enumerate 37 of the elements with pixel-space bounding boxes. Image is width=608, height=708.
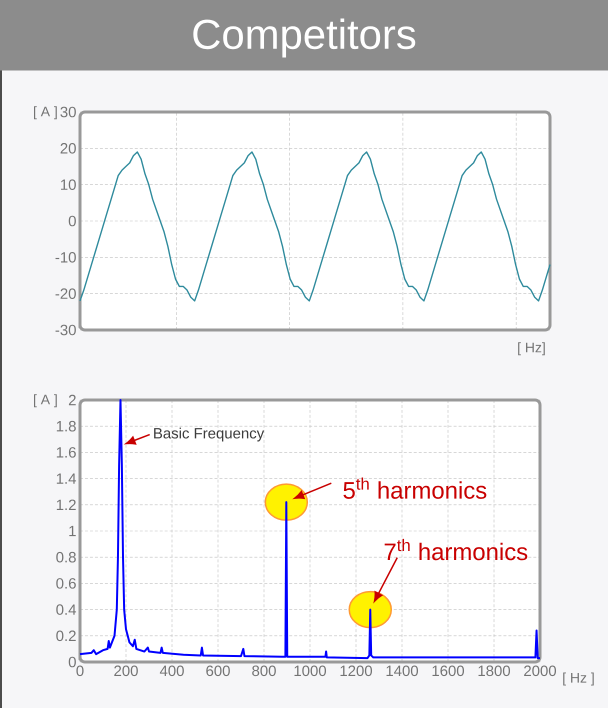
y-axis-title: [ A ] [34, 106, 57, 120]
y-tick-label: 20 [60, 143, 76, 154]
y-tick-label: 1.6 [56, 447, 76, 458]
x-tick-label: 1400 [386, 666, 418, 676]
y-tick-label: 0.6 [56, 578, 76, 589]
annotation: Basic Frequency [154, 428, 264, 442]
y-tick-label: 0.8 [56, 552, 76, 562]
x-tick-label: 0 [76, 666, 84, 676]
y-tick-label: -20 [56, 288, 76, 299]
y-tick-label: 0 [68, 216, 76, 226]
y-tick-label: 1.2 [56, 500, 76, 510]
x-tick-label: 1800 [478, 666, 510, 676]
x-tick-label: 600 [206, 666, 230, 676]
y-tick-label: 1.8 [56, 420, 76, 432]
y-tick-label: -30 [56, 324, 76, 336]
x-tick-label: 200 [114, 666, 138, 676]
y-tick-label: 1 [69, 526, 76, 536]
x-tick-label: 1000 [294, 666, 326, 676]
annotation: 5$^{th}$ harmonics [343, 478, 486, 499]
y-tick-label: 10 [61, 179, 76, 190]
x-axis-title: [ Hz] [518, 342, 545, 356]
y-tick-label: 2 [68, 394, 76, 406]
y-tick-label: -10 [56, 252, 76, 263]
x-tick-label: 1200 [340, 666, 372, 676]
x-tick-label: 2000 [524, 666, 556, 676]
y-tick-label: 30 [60, 106, 76, 118]
annotation: 7$^{th}$ harmonics [384, 538, 528, 560]
x-axis-title: [ Hz ] [563, 672, 594, 686]
x-tick-label: 400 [160, 666, 184, 676]
y-tick-label: 0.4 [56, 604, 76, 615]
x-tick-label: 800 [252, 666, 276, 676]
y-tick-label: 0.2 [56, 630, 76, 642]
y-axis-title: [ A ] [34, 394, 57, 408]
y-tick-label: 1.4 [56, 473, 76, 484]
y-tick-label: 0 [68, 656, 76, 668]
chart-title: Competitors [193, 18, 416, 58]
x-tick-label: 1600 [432, 666, 464, 676]
